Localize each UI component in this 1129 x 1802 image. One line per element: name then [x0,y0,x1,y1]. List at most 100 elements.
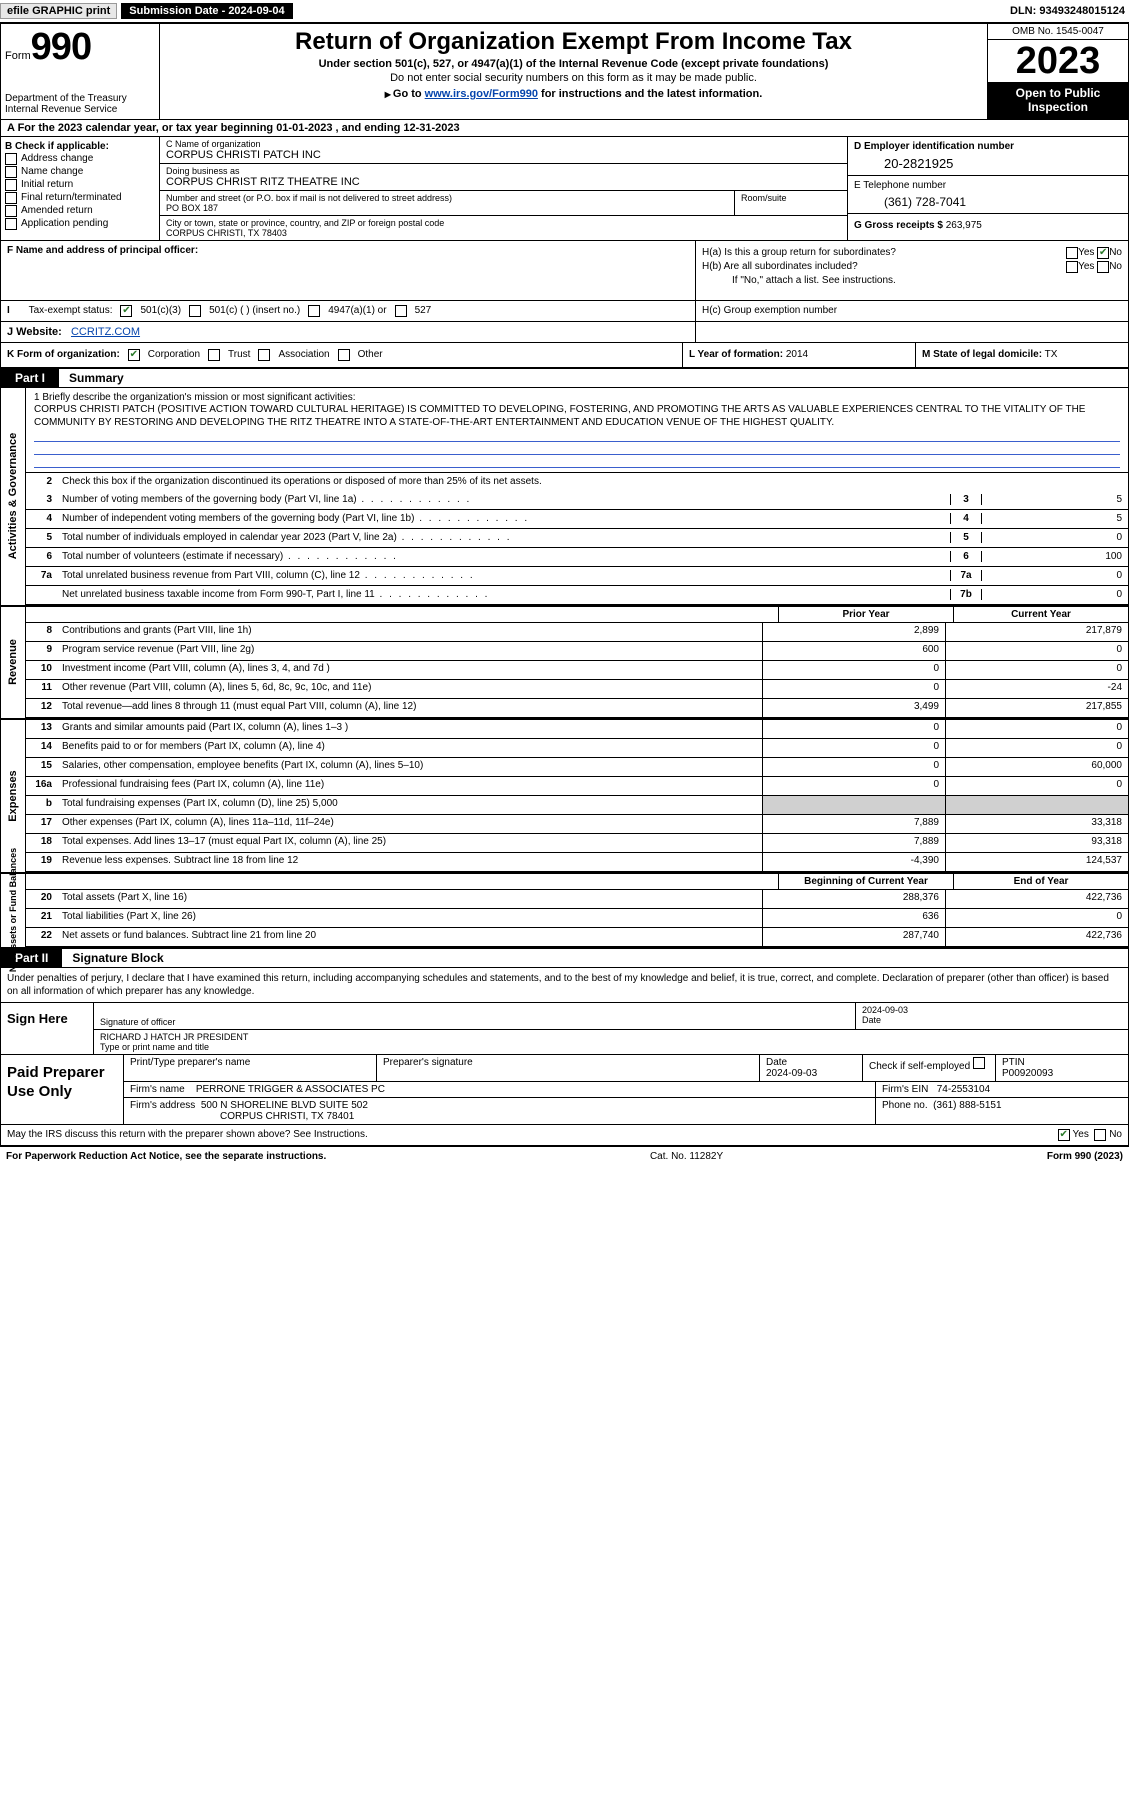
gov-row: Net unrelated business taxable income fr… [26,586,1128,605]
side-rev-text: Revenue [7,639,19,685]
opt-pending: Application pending [21,218,108,229]
opt-corp: Corporation [148,349,200,360]
part1-title: Summary [59,371,124,385]
perjury-text: Under penalties of perjury, I declare th… [0,968,1129,1003]
org-name: CORPUS CHRISTI PATCH INC [166,149,841,161]
cb-amended[interactable] [5,205,17,217]
self-emp-label: Check if self-employed [869,1061,970,1072]
sign-date: 2024-09-03 [862,1005,1122,1015]
cb-other[interactable] [338,349,350,361]
prep-sig-header: Preparer's signature [377,1055,760,1081]
footer: For Paperwork Reduction Act Notice, see … [0,1147,1129,1166]
hc-label: H(c) Group exemption number [702,305,837,316]
data-row: 22Net assets or fund balances. Subtract … [26,928,1128,947]
cb-pending[interactable] [5,218,17,230]
telephone: (361) 728-7041 [854,191,1122,209]
goto-line: Go to www.irs.gov/Form990 for instructio… [168,88,979,100]
net-assets-section: Net Assets or Fund Balances Beginning of… [0,872,1129,949]
gross-label: G Gross receipts $ [854,220,943,231]
firm-addr-label: Firm's address [130,1100,195,1111]
data-row: 20Total assets (Part X, line 16)288,3764… [26,890,1128,909]
box-i: I Tax-exempt status: 501(c)(3) 501(c) ( … [1,301,696,321]
cb-self-employed[interactable] [973,1057,985,1069]
yes-label-2: Yes [1078,261,1094,272]
submission-date: Submission Date - 2024-09-04 [121,3,292,19]
form-header: Form990 Department of the Treasury Inter… [0,23,1129,120]
sign-here-label: Sign Here [1,1003,94,1054]
gov-row: 5Total number of individuals employed in… [26,529,1128,548]
city-label: City or town, state or province, country… [166,218,841,228]
firm-name-label: Firm's name [130,1084,185,1095]
row-f-h: F Name and address of principal officer:… [0,241,1129,301]
dba-label: Doing business as [166,166,841,176]
prep-name-header: Print/Type preparer's name [124,1055,377,1081]
discuss-no[interactable] [1094,1129,1106,1141]
form-id-cell: Form990 Department of the Treasury Inter… [1,24,160,119]
cb-name-change[interactable] [5,166,17,178]
box-d: D Employer identification number 20-2821… [847,137,1128,240]
data-row: 11Other revenue (Part VIII, column (A), … [26,680,1128,699]
data-row: 12Total revenue—add lines 8 through 11 (… [26,699,1128,718]
name-label: C Name of organization [166,139,841,149]
date-label: Date [862,1015,1122,1025]
cb-4947[interactable] [308,305,320,317]
cb-trust[interactable] [208,349,220,361]
data-row: 15Salaries, other compensation, employee… [26,758,1128,777]
gov-row: 6Total number of volunteers (estimate if… [26,548,1128,567]
data-row: 9Program service revenue (Part VIII, lin… [26,642,1128,661]
cb-corp[interactable] [128,349,140,361]
ptin-label: PTIN [1002,1057,1025,1068]
current-year-header: Current Year [953,607,1128,622]
part2-header: Part II Signature Block [0,949,1129,968]
opt-name: Name change [21,166,83,177]
row-klm: K Form of organization: Corporation Trus… [0,343,1129,369]
line-2: 2 Check this box if the organization dis… [26,473,1128,491]
cb-initial[interactable] [5,179,17,191]
opt-other: Other [358,349,383,360]
cb-501c3[interactable] [120,305,132,317]
department: Department of the Treasury Internal Reve… [5,93,155,115]
ha-no[interactable] [1097,247,1109,259]
cb-address-change[interactable] [5,153,17,165]
box-c: C Name of organization CORPUS CHRISTI PA… [160,137,847,240]
goto-link[interactable]: www.irs.gov/Form990 [425,88,538,100]
rev-header: Prior Year Current Year [26,607,1128,623]
cb-501c[interactable] [189,305,201,317]
governance-section: Activities & Governance 1 Briefly descri… [0,388,1129,605]
net-header: Beginning of Current Year End of Year [26,874,1128,890]
footer-right: Form 990 (2023) [1047,1151,1123,1162]
hb-yes[interactable] [1066,261,1078,273]
box-l: L Year of formation: 2014 [683,343,916,367]
opt-501c3: 501(c)(3) [140,305,181,316]
ha-yes[interactable] [1066,247,1078,259]
side-net: Net Assets or Fund Balances [1,874,26,947]
goto-prefix: Go to [393,88,425,100]
side-governance: Activities & Governance [1,388,26,605]
website-link[interactable]: CCRITZ.COM [71,326,140,338]
hb-no[interactable] [1097,261,1109,273]
discuss-yes[interactable] [1058,1129,1070,1141]
footer-left: For Paperwork Reduction Act Notice, see … [6,1151,326,1162]
opt-501c: 501(c) ( ) (insert no.) [209,305,300,316]
opt-amended: Amended return [21,205,93,216]
efile-button[interactable]: efile GRAPHIC print [0,3,117,19]
firm-addr1: 500 N SHORELINE BLVD SUITE 502 [201,1100,368,1111]
end-year-header: End of Year [953,874,1128,889]
hb-label: H(b) Are all subordinates included? [702,261,1066,272]
domicile: TX [1045,349,1058,360]
cb-assoc[interactable] [258,349,270,361]
phone-label: Phone no. [882,1100,928,1111]
cb-527[interactable] [395,305,407,317]
cb-final[interactable] [5,192,17,204]
opt-4947: 4947(a)(1) or [328,305,386,316]
ein: 20-2821925 [854,152,1122,171]
sign-block: Sign Here Signature of officer 2024-09-0… [0,1003,1129,1055]
open-public: Open to Public Inspection [988,82,1128,119]
data-row: 19Revenue less expenses. Subtract line 1… [26,853,1128,872]
discuss-text: May the IRS discuss this return with the… [7,1129,1058,1140]
prior-year-header: Prior Year [778,607,953,622]
data-row: 13Grants and similar amounts paid (Part … [26,720,1128,739]
city: CORPUS CHRISTI, TX 78403 [166,228,841,238]
domicile-label: M State of legal domicile: [922,349,1042,360]
gross-receipts: 263,975 [946,220,982,231]
